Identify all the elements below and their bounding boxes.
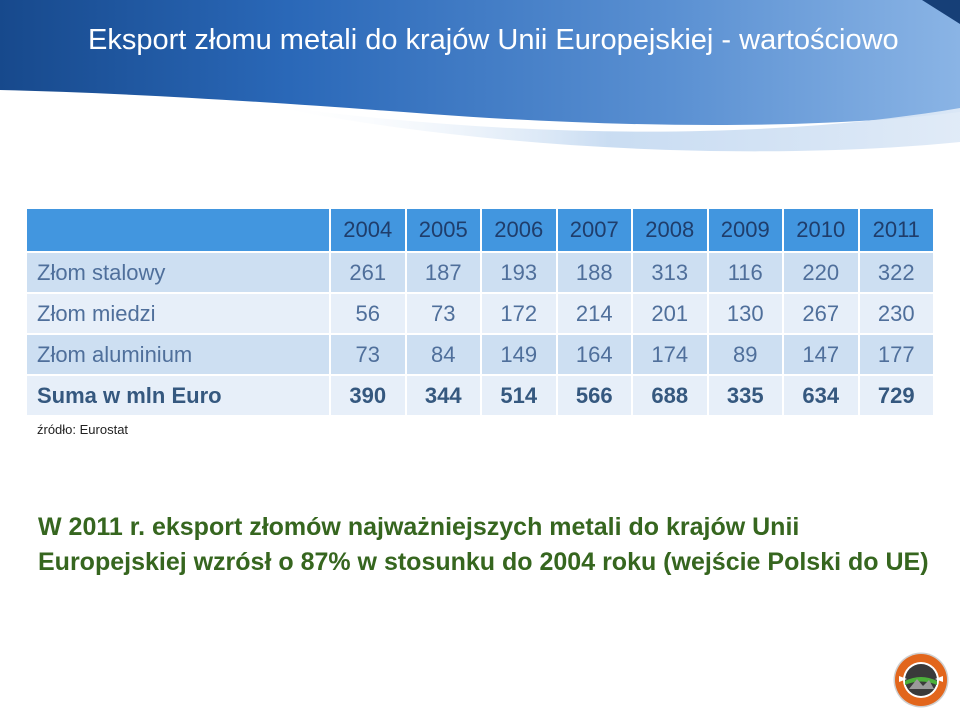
column-header-year: 2007 <box>557 209 631 251</box>
cell-value: 84 <box>406 335 480 374</box>
total-cell-value: 634 <box>784 376 858 415</box>
column-header-year: 2010 <box>784 209 858 251</box>
table-header-corner <box>27 209 329 251</box>
cell-value: 174 <box>633 335 707 374</box>
cell-value: 322 <box>859 253 933 292</box>
total-cell-value: 688 <box>633 376 707 415</box>
source-note: źródło: Eurostat <box>37 422 129 437</box>
total-cell-value: 566 <box>557 376 631 415</box>
total-cell-value: 335 <box>708 376 782 415</box>
header-banner <box>0 0 960 152</box>
summary-note-line: W 2011 r. eksport złomów najważniejszych… <box>38 513 800 541</box>
data-table: 2004 2005 2006 2007 2008 2009 2010 2011 Złom sta… <box>27 209 933 415</box>
column-header-year: 2006 <box>482 209 556 251</box>
column-header-year: 2005 <box>406 209 480 251</box>
cell-value: 261 <box>331 253 405 292</box>
cell-value: 214 <box>557 294 631 333</box>
column-header-year: 2011 <box>859 209 933 251</box>
cell-value: 220 <box>784 253 858 292</box>
cell-value: 147 <box>784 335 858 374</box>
total-cell-value: 729 <box>859 376 933 415</box>
column-header-year: 2008 <box>633 209 707 251</box>
cell-value: 73 <box>331 335 405 374</box>
cell-value: 116 <box>708 253 782 292</box>
row-label: Złom stalowy <box>27 253 329 292</box>
row-label: Złom aluminium <box>27 335 329 374</box>
row-label: Złom miedzi <box>27 294 329 333</box>
slide-title: Eksport złomu metali do krajów Unii Euro… <box>88 24 899 56</box>
cell-value: 188 <box>557 253 631 292</box>
column-header-year: 2004 <box>331 209 405 251</box>
total-cell-value: 390 <box>331 376 405 415</box>
cell-value: 313 <box>633 253 707 292</box>
cell-value: 187 <box>406 253 480 292</box>
cell-value: 164 <box>557 335 631 374</box>
total-cell-value: 514 <box>482 376 556 415</box>
summary-note: W 2011 r. eksport złomów najważniejszych… <box>38 510 929 580</box>
cell-value: 201 <box>633 294 707 333</box>
cell-value: 267 <box>784 294 858 333</box>
cell-value: 193 <box>482 253 556 292</box>
cell-value: 56 <box>331 294 405 333</box>
cell-value: 177 <box>859 335 933 374</box>
company-logo-icon <box>893 652 949 708</box>
total-row-label: Suma w mln Euro <box>27 376 329 415</box>
cell-value: 172 <box>482 294 556 333</box>
cell-value: 149 <box>482 335 556 374</box>
cell-value: 73 <box>406 294 480 333</box>
total-cell-value: 344 <box>406 376 480 415</box>
cell-value: 230 <box>859 294 933 333</box>
cell-value: 89 <box>708 335 782 374</box>
cell-value: 130 <box>708 294 782 333</box>
summary-note-line: Europejskiej wzrósł o 87% w stosunku do … <box>38 548 929 576</box>
column-header-year: 2009 <box>708 209 782 251</box>
